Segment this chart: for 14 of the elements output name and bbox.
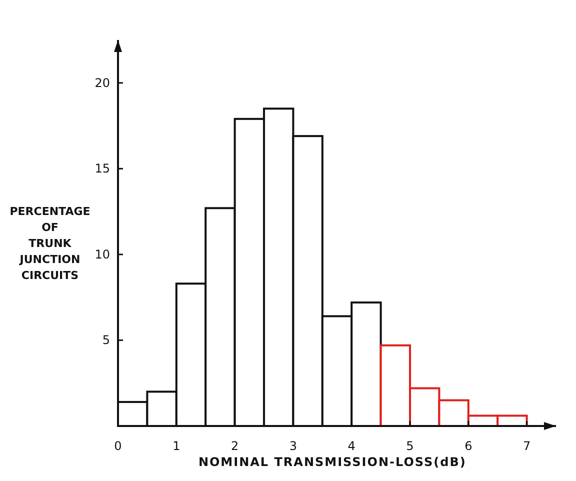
- x-tick-label: 6: [464, 439, 472, 453]
- x-tick-label: 2: [230, 439, 239, 453]
- x-tick-label: 0: [114, 439, 122, 453]
- x-tick-label: 1: [172, 439, 180, 453]
- y-axis-title: PERCENTAGE OF TRUNK JUNCTION CIRCUITS: [10, 205, 90, 282]
- x-tick-label: 5: [406, 439, 414, 453]
- x-tick-label: 7: [522, 439, 531, 453]
- y-tick-label: 5: [102, 333, 110, 348]
- x-tick-label: 4: [348, 439, 356, 453]
- y-tick-label: 10: [94, 247, 110, 262]
- x-axis-title: NOMINAL TRANSMISSION-LOSS(dB): [198, 455, 466, 469]
- x-tick-label: 3: [289, 439, 298, 453]
- y-tick-label: 20: [94, 76, 110, 90]
- y-tick-label: 15: [94, 162, 110, 176]
